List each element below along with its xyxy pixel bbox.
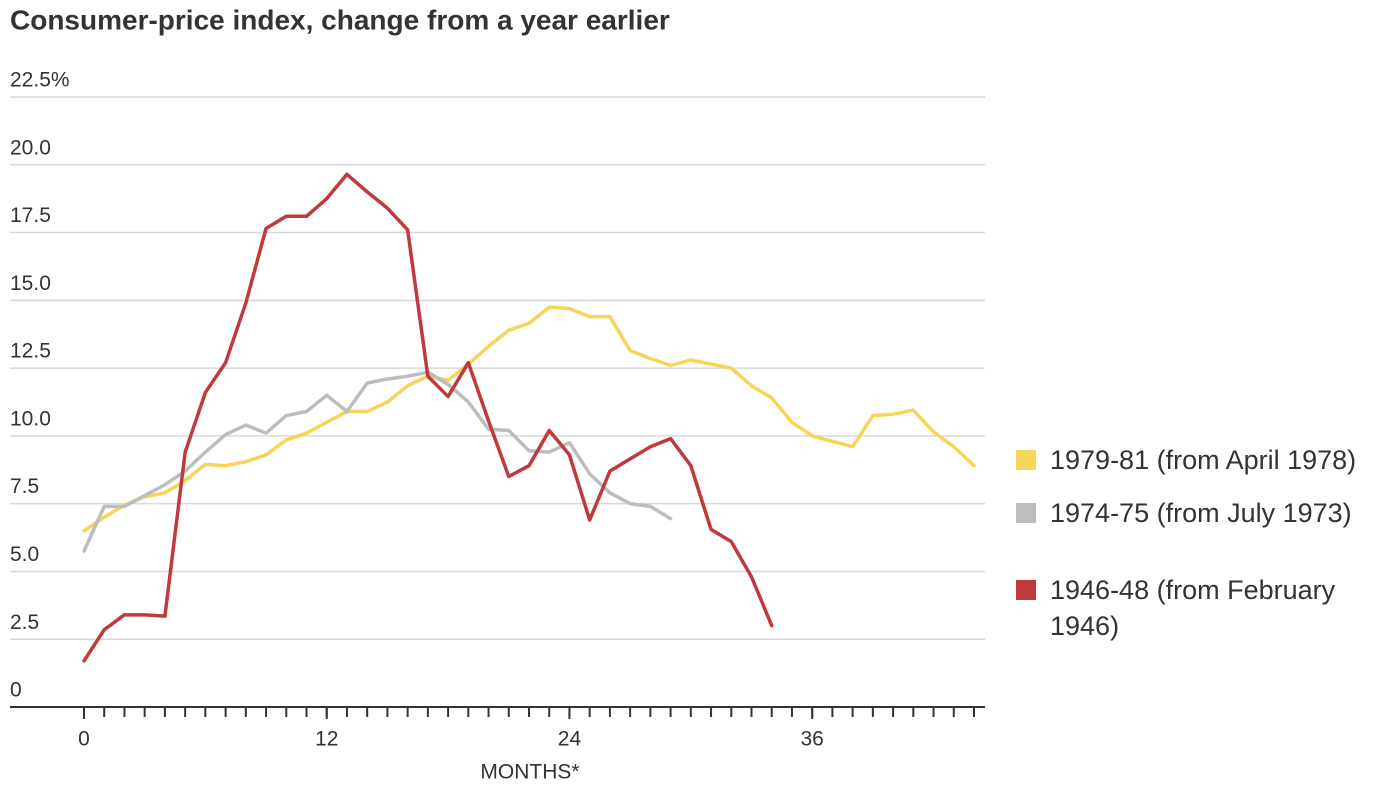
x-tick-label: 12 bbox=[315, 728, 338, 751]
series-line bbox=[82, 305, 976, 533]
legend-label: 1946-48 (from February 1946) bbox=[1050, 575, 1336, 641]
x-tick-label: 0 bbox=[78, 728, 90, 751]
legend-swatch bbox=[1016, 580, 1036, 600]
legend-item: 1974-75 (from July 1973) bbox=[1016, 495, 1376, 531]
x-tick-label: 36 bbox=[801, 728, 824, 751]
legend-item: 1979-81 (from April 1978) bbox=[1016, 442, 1376, 478]
series-line bbox=[82, 370, 673, 553]
chart-title: Consumer-price index, change from a year… bbox=[10, 4, 670, 35]
legend-swatch bbox=[1016, 450, 1036, 470]
y-tick-label: 20.0 bbox=[10, 136, 51, 159]
y-tick-label: 2.5 bbox=[10, 611, 39, 634]
legend-label: 1974-75 (from July 1973) bbox=[1050, 498, 1352, 528]
y-tick-label: 0 bbox=[10, 679, 22, 702]
y-tick-label: 7.5 bbox=[10, 475, 39, 498]
legend-label: 1979-81 (from April 1978) bbox=[1050, 445, 1357, 475]
y-tick-label: 12.5 bbox=[10, 340, 51, 363]
y-tick-label: 5.0 bbox=[10, 543, 39, 566]
y-tick-label: 17.5 bbox=[10, 204, 51, 227]
y-tick-label: 22.5% bbox=[10, 69, 70, 92]
legend-item: 1946-48 (from February 1946) bbox=[1016, 572, 1376, 644]
legend-swatch bbox=[1016, 503, 1036, 523]
x-tick-label: 24 bbox=[558, 728, 582, 751]
y-tick-label: 15.0 bbox=[10, 272, 51, 295]
series-line bbox=[82, 172, 774, 663]
x-axis-label: MONTHS* bbox=[480, 761, 579, 784]
y-tick-label: 10.0 bbox=[10, 407, 51, 430]
